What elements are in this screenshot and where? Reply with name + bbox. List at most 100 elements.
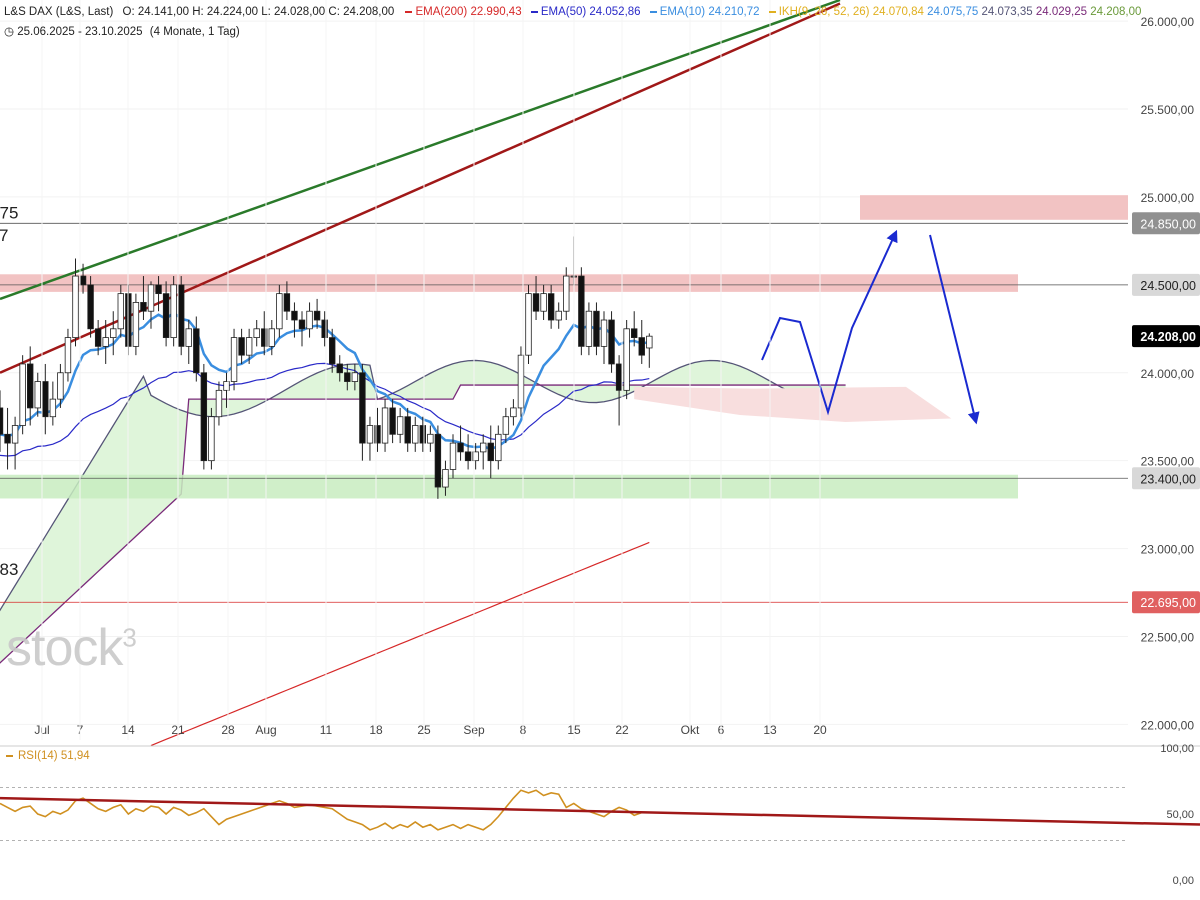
candle-body [495, 433, 502, 462]
candle [540, 284, 547, 321]
candle [359, 363, 366, 461]
candle-body [4, 433, 11, 444]
candle-body [646, 335, 653, 349]
candle [132, 293, 140, 356]
candle-body [72, 275, 79, 338]
candle-body [185, 328, 192, 347]
candle-body [102, 337, 109, 347]
legend-ema50[interactable]: EMA(50) 24.052,86 [530, 6, 641, 18]
candle [291, 302, 298, 338]
candle-body [230, 337, 238, 382]
candle-body [434, 433, 442, 488]
rsi-trendline [0, 796, 1200, 826]
candle [19, 355, 26, 435]
candle [306, 302, 313, 338]
candle-body [510, 407, 517, 418]
candle [344, 363, 351, 391]
candle [177, 276, 185, 356]
candle [593, 302, 600, 356]
candle-body [298, 319, 306, 330]
price-tick-label: 25.000,00 [1141, 191, 1195, 205]
candle [102, 320, 109, 364]
price-axis-bg [1128, 0, 1200, 742]
candle-body [245, 337, 253, 356]
candle-body [200, 372, 208, 462]
candle-body [261, 328, 268, 347]
rsi-tick-label: 100,00 [1160, 743, 1194, 755]
price-tick-label: 25.500,00 [1141, 103, 1195, 117]
candle [495, 425, 502, 470]
candle-body [381, 407, 389, 444]
candle-body [517, 354, 525, 409]
candle-body [585, 310, 593, 347]
candle-body [487, 442, 494, 462]
candle [351, 363, 359, 391]
legend-ema200[interactable]: EMA(200) 22.990,43 [405, 6, 522, 18]
price-label-box [1132, 212, 1200, 235]
candle [170, 276, 177, 347]
candle-body [563, 275, 570, 312]
candle [268, 320, 275, 356]
candle [427, 425, 434, 452]
candle-body [49, 398, 57, 418]
projection-arrows [761, 229, 980, 425]
candle-body [593, 310, 600, 347]
candle-body [555, 310, 562, 321]
candle [193, 316, 200, 382]
candle-body [344, 372, 351, 382]
legend-ema10[interactable]: EMA(10) 24.210,72 [649, 6, 760, 18]
candle-body [79, 275, 87, 286]
candle [631, 311, 638, 347]
candle-body [110, 328, 117, 338]
candle-body [19, 363, 26, 426]
candle [26, 346, 34, 426]
candle-body [155, 284, 162, 295]
candle-body [34, 381, 41, 409]
candle [608, 311, 615, 373]
candle-body [525, 293, 532, 356]
price-tick-label: 23.500,00 [1141, 455, 1195, 469]
candle-body [389, 407, 396, 435]
candle [525, 284, 532, 364]
candle [64, 328, 72, 382]
price-label-text: 23.400,00 [1140, 472, 1196, 486]
candle-body [457, 442, 464, 453]
rsi-tick-label: 0,00 [1173, 875, 1194, 887]
symbol-label: L&S DAX (L&S, Last) [4, 6, 114, 18]
candle [87, 276, 94, 338]
candle [449, 434, 457, 479]
arrow-down [929, 234, 980, 425]
candle [147, 281, 155, 329]
annotation-label: 23.283 [0, 560, 18, 579]
candle [472, 443, 479, 470]
candle-body [472, 451, 479, 462]
candle-body [427, 433, 434, 444]
candle [200, 363, 208, 470]
candle [517, 346, 525, 417]
ema50-line [0, 362, 650, 457]
candle [4, 407, 11, 470]
candle [578, 267, 585, 356]
candle [366, 416, 374, 461]
candle-body [464, 451, 472, 462]
annotation-label: 24.775 [0, 203, 18, 222]
candle-body [276, 293, 283, 330]
price-label-box [1132, 273, 1200, 296]
clock-icon: ◷ [4, 26, 15, 38]
target-zone [860, 195, 1128, 220]
cloud-area-red [634, 386, 952, 422]
candle [49, 381, 57, 426]
candle-body [396, 416, 404, 435]
candle [117, 284, 124, 338]
candle-body [623, 328, 630, 391]
candle [298, 311, 306, 347]
price-tick-label: 24.000,00 [1141, 367, 1195, 381]
legend-ikh[interactable]: IKH(9, 26, 52, 26) 24.070,84 24.075,75 2… [768, 6, 1141, 18]
candle [442, 460, 449, 496]
candle-body [336, 363, 343, 374]
rsi-legend[interactable]: RSI(14) 51,94 [6, 750, 90, 762]
arrow-up [761, 229, 898, 416]
candle [57, 363, 64, 408]
candle [585, 302, 593, 356]
candle [555, 302, 562, 329]
